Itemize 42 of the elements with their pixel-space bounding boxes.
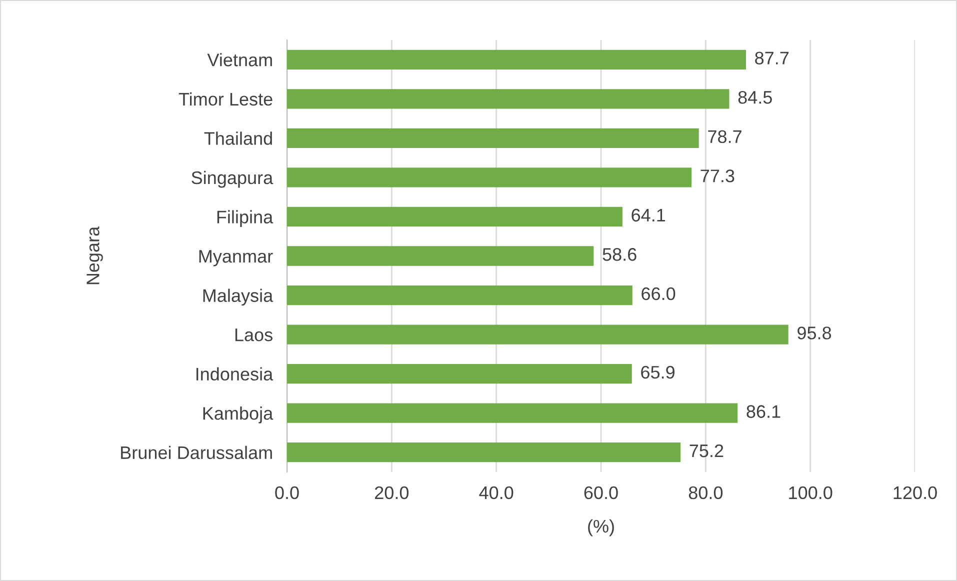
bar: [287, 168, 692, 188]
data-label: 75.2: [690, 444, 724, 458]
y-tick-label: Brunei Darussalam: [121, 446, 272, 460]
bar: [287, 403, 738, 423]
bar: [287, 89, 730, 109]
bar: [287, 128, 699, 148]
data-label: 77.3: [700, 170, 734, 182]
y-tick-label: Vietnam: [207, 53, 272, 66]
y-tick-label: Laos: [235, 328, 272, 342]
data-label: 58.6: [602, 248, 636, 261]
bar: [287, 206, 622, 227]
y-tick-label: Malaysia: [203, 288, 274, 306]
x-tick-label: 40.0: [479, 486, 514, 500]
x-tick-label: 20.0: [375, 486, 409, 500]
data-label: 95.8: [798, 326, 832, 340]
y-tick-label: Timor Leste: [178, 92, 272, 106]
bar: [287, 246, 594, 266]
bar: [287, 50, 746, 70]
x-axis-title: (%): [588, 519, 614, 536]
x-tick-label: 0.0: [275, 486, 299, 500]
bar: [287, 442, 681, 462]
y-tick-label: Filipina: [217, 210, 274, 228]
y-tick-label: Thailand: [204, 132, 272, 145]
bar: [287, 285, 632, 306]
x-tick-label: 60.0: [584, 486, 618, 500]
data-label: 86.1: [746, 405, 780, 418]
data-label: 78.7: [708, 130, 742, 144]
data-label: 84.5: [738, 90, 772, 104]
bar: [287, 364, 632, 384]
x-tick-label: 120.0: [894, 486, 937, 500]
y-tick-label: Singapura: [192, 170, 274, 188]
y-tick-label: Kamboja: [203, 406, 274, 424]
y-axis-title: Negara: [86, 226, 103, 284]
bar: [287, 324, 788, 344]
data-label: 66.0: [642, 287, 676, 300]
x-tick-label: 80.0: [688, 486, 723, 500]
data-label: 64.1: [632, 208, 666, 222]
y-tick-label: Myanmar: [199, 250, 273, 266]
data-label: 87.7: [755, 52, 789, 64]
data-label: 65.9: [641, 366, 674, 379]
x-tick-label: 100.0: [789, 486, 832, 500]
y-tick-label: Indonesia: [196, 367, 274, 381]
